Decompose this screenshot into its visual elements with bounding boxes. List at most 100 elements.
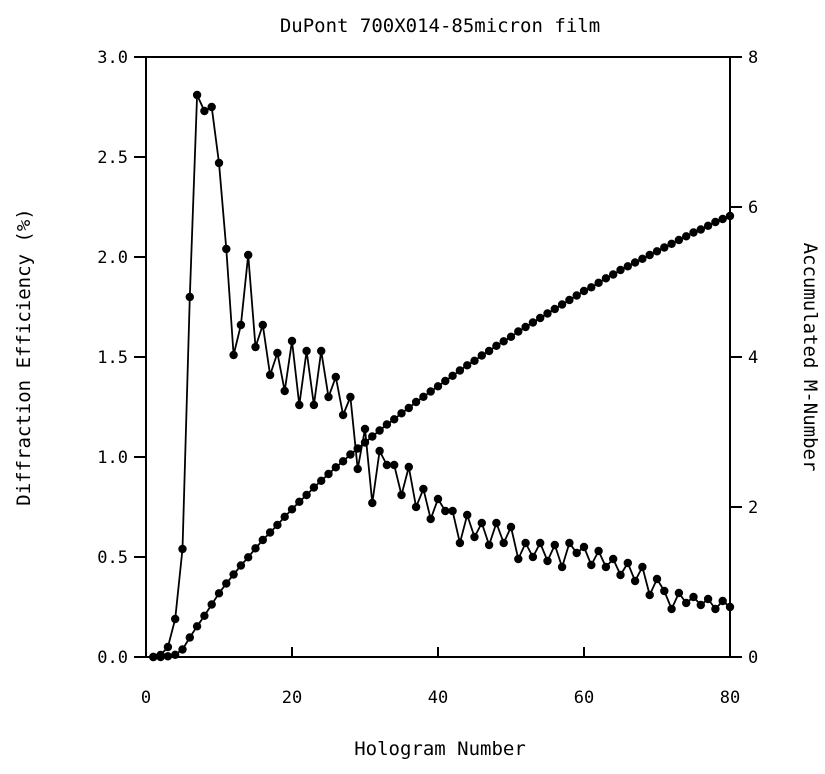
data-point bbox=[338, 457, 348, 466]
data-point bbox=[609, 270, 618, 279]
y2-tick-label: 2 bbox=[748, 498, 758, 518]
data-point bbox=[536, 538, 545, 548]
data-point bbox=[397, 490, 406, 500]
data-point bbox=[441, 376, 450, 386]
data-point bbox=[616, 570, 625, 580]
data-point bbox=[236, 320, 246, 330]
data-point bbox=[222, 579, 231, 588]
series-line bbox=[153, 94, 731, 658]
data-point bbox=[630, 258, 640, 267]
data-point bbox=[317, 476, 326, 485]
data-point bbox=[455, 538, 465, 548]
data-point bbox=[463, 510, 472, 520]
data-point bbox=[455, 366, 465, 375]
data-point bbox=[557, 562, 567, 572]
data-point bbox=[703, 221, 713, 230]
data-point bbox=[244, 250, 253, 260]
y2-tick-label: 0 bbox=[748, 648, 758, 668]
data-point bbox=[711, 217, 720, 227]
data-point bbox=[171, 614, 180, 624]
series-line bbox=[153, 215, 731, 658]
data-point bbox=[207, 102, 216, 112]
data-point bbox=[514, 327, 523, 336]
data-point bbox=[638, 562, 647, 572]
data-point bbox=[302, 490, 311, 500]
data-point bbox=[346, 392, 355, 402]
data-point bbox=[594, 278, 603, 287]
data-point bbox=[433, 494, 443, 504]
data-point bbox=[448, 506, 457, 516]
data-point bbox=[353, 464, 362, 474]
data-point bbox=[280, 386, 289, 396]
data-point bbox=[550, 540, 559, 550]
data-point bbox=[324, 392, 333, 402]
data-point bbox=[236, 561, 246, 570]
y2-tick-label: 6 bbox=[748, 198, 758, 218]
data-point bbox=[499, 538, 508, 548]
data-point bbox=[572, 548, 581, 558]
data-point bbox=[185, 633, 194, 642]
data-point bbox=[630, 576, 640, 586]
data-point bbox=[601, 562, 611, 572]
data-point bbox=[375, 446, 384, 456]
data-point bbox=[419, 484, 428, 494]
data-point bbox=[696, 225, 705, 234]
data-point bbox=[696, 600, 705, 610]
data-point bbox=[718, 214, 727, 224]
x-tick-label: 60 bbox=[574, 688, 594, 708]
data-point bbox=[222, 244, 231, 254]
data-point bbox=[178, 544, 187, 554]
data-point bbox=[689, 228, 698, 237]
data-point bbox=[667, 604, 676, 614]
data-point bbox=[601, 274, 611, 283]
data-point bbox=[346, 450, 355, 459]
data-point bbox=[200, 106, 209, 116]
data-point bbox=[689, 592, 698, 602]
data-point bbox=[674, 588, 684, 598]
data-point bbox=[594, 546, 603, 556]
data-point bbox=[652, 247, 662, 256]
data-point bbox=[703, 594, 713, 604]
data-point bbox=[543, 556, 552, 566]
data-point bbox=[477, 518, 486, 528]
data-point bbox=[244, 553, 253, 562]
data-point bbox=[725, 602, 735, 612]
data-point bbox=[433, 382, 443, 391]
data-point bbox=[295, 497, 304, 506]
data-point bbox=[463, 361, 472, 370]
data-point bbox=[470, 356, 479, 365]
data-point bbox=[521, 538, 530, 548]
data-point bbox=[309, 483, 319, 492]
data-point bbox=[353, 444, 362, 453]
data-point bbox=[682, 598, 691, 608]
data-point bbox=[536, 313, 545, 323]
data-point bbox=[411, 502, 421, 512]
data-point bbox=[448, 371, 457, 380]
data-point bbox=[156, 652, 165, 662]
x-tick-label: 80 bbox=[720, 688, 740, 708]
data-point bbox=[572, 291, 581, 300]
x-tick-label: 0 bbox=[141, 688, 151, 708]
data-point bbox=[652, 574, 662, 584]
y-tick-label: 2.5 bbox=[97, 148, 128, 168]
data-point bbox=[550, 304, 559, 314]
data-point bbox=[528, 318, 538, 327]
data-point bbox=[521, 322, 530, 332]
data-point bbox=[587, 283, 596, 292]
y-tick-label: 2.0 bbox=[97, 248, 128, 268]
data-point bbox=[192, 622, 202, 631]
data-point bbox=[214, 589, 224, 598]
data-point bbox=[543, 309, 552, 318]
data-point bbox=[324, 469, 333, 479]
data-point bbox=[411, 397, 421, 407]
y-axis-ticks: 0.0 0.5 1.0 1.5 2.0 2.5 3.0 bbox=[97, 48, 146, 668]
data-point bbox=[404, 403, 413, 413]
data-point bbox=[725, 211, 735, 221]
data-point bbox=[360, 424, 370, 434]
data-point bbox=[214, 158, 224, 168]
data-point bbox=[163, 642, 173, 652]
y2-axis-label: Accumulated M-Number bbox=[799, 243, 821, 472]
y-tick-label: 1.0 bbox=[97, 448, 128, 468]
series-diffraction-efficiency bbox=[149, 90, 735, 662]
